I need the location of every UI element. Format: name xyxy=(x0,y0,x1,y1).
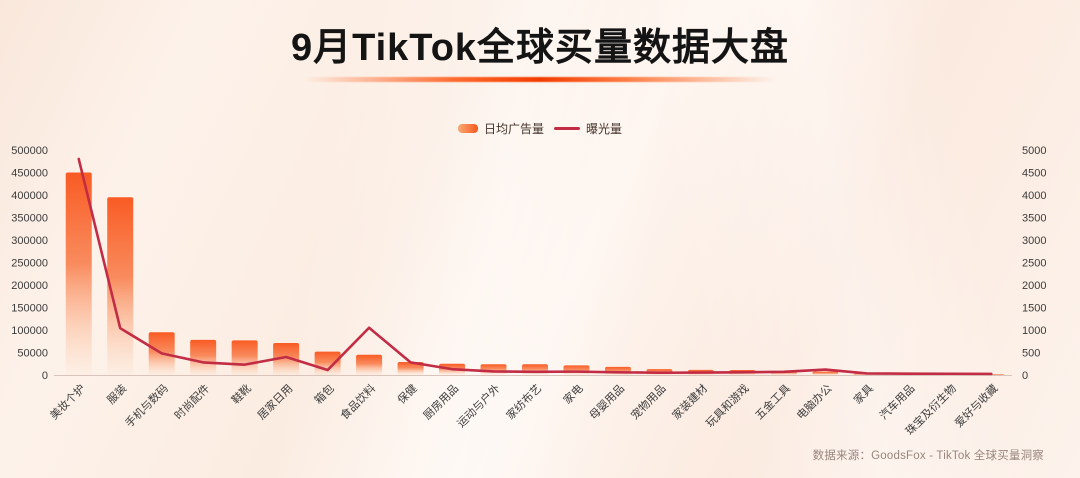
svg-text:200000: 200000 xyxy=(11,280,48,292)
exposure-line[interactable] xyxy=(77,157,993,376)
category-label: 家电 xyxy=(560,381,585,406)
category-label: 五金工具 xyxy=(752,381,793,422)
bar-series[interactable] xyxy=(65,172,1005,376)
svg-text:500: 500 xyxy=(1022,348,1040,360)
bar-series-swatch-icon xyxy=(457,124,478,133)
bar[interactable] xyxy=(231,340,258,375)
svg-text:0: 0 xyxy=(42,370,48,382)
bar[interactable] xyxy=(356,354,383,375)
category-label: 家纺布艺 xyxy=(503,381,544,422)
right-axis-labels: 0 500 1000 1500 2000 2500 3000 3500 4000 4500 5000 xyxy=(1022,145,1046,382)
svg-text:150000: 150000 xyxy=(11,303,48,315)
svg-text:2000: 2000 xyxy=(1022,280,1046,292)
bar[interactable] xyxy=(522,364,548,375)
bar[interactable] xyxy=(812,371,839,375)
category-label: 玩具和游戏 xyxy=(703,382,751,430)
category-label: 保健 xyxy=(394,381,419,406)
svg-text:3500: 3500 xyxy=(1022,213,1046,225)
svg-text:100000: 100000 xyxy=(11,325,48,337)
legend-item-exposure[interactable]: 曝光量 xyxy=(554,120,622,137)
bar[interactable] xyxy=(107,197,134,375)
category-label: 美妆个护 xyxy=(47,381,88,422)
bar[interactable] xyxy=(314,351,341,375)
svg-text:4500: 4500 xyxy=(1022,168,1046,180)
data-source-note: 数据来源：GoodsFox - TikTok 全球买量洞察 xyxy=(812,450,1044,462)
category-label: 食品饮料 xyxy=(337,381,378,422)
page-title: 9月TikTok全球买量数据大盘 xyxy=(290,27,790,69)
bar[interactable] xyxy=(563,365,590,375)
category-label: 手机与数码 xyxy=(122,381,171,430)
category-label: 运动与户外 xyxy=(454,381,503,430)
category-label: 宠物用品 xyxy=(628,381,669,422)
svg-text:3000: 3000 xyxy=(1022,235,1046,247)
svg-text:1000: 1000 xyxy=(1022,325,1046,337)
category-label: 爱好与收藏 xyxy=(952,381,1001,430)
svg-text:350000: 350000 xyxy=(11,213,48,225)
legend-item-daily-ads[interactable]: 日均广告量 xyxy=(457,120,544,137)
category-label: 汽车用品 xyxy=(876,381,917,422)
title-underline-decoration xyxy=(304,77,776,83)
category-label: 居家日用 xyxy=(254,381,295,422)
svg-text:4000: 4000 xyxy=(1022,190,1046,202)
legend-line-label: 曝光量 xyxy=(586,122,623,136)
bar[interactable] xyxy=(480,364,507,375)
category-label: 时尚配件 xyxy=(171,381,212,422)
bar[interactable] xyxy=(190,339,217,375)
bar[interactable] xyxy=(65,172,92,376)
svg-text:0: 0 xyxy=(1022,370,1028,382)
bar[interactable] xyxy=(397,361,424,375)
left-axis-labels: 0 50000 100000 150000 200000 250000 300000 3500… xyxy=(11,145,48,382)
category-label: 家装建材 xyxy=(669,381,710,422)
svg-text:400000: 400000 xyxy=(11,190,48,202)
svg-text:1500: 1500 xyxy=(1022,303,1046,315)
category-label: 母婴用品 xyxy=(587,382,627,422)
svg-text:300000: 300000 xyxy=(11,235,48,247)
svg-text:250000: 250000 xyxy=(11,258,48,270)
legend-bar-label: 日均广告量 xyxy=(483,122,544,136)
line-series-swatch-icon xyxy=(554,127,580,130)
svg-text:50000: 50000 xyxy=(17,348,48,360)
chart-legend: 日均广告量 曝光量 xyxy=(0,120,1080,137)
category-label: 服装 xyxy=(105,382,130,407)
category-label: 箱包 xyxy=(311,381,336,406)
category-label: 家具 xyxy=(850,381,875,406)
header: 9月TikTok全球买量数据大盘 xyxy=(0,24,1080,83)
category-label: 鞋靴 xyxy=(228,381,253,406)
svg-text:5000: 5000 xyxy=(1022,145,1046,157)
svg-text:2500: 2500 xyxy=(1022,258,1046,270)
category-label: 电脑办公 xyxy=(794,382,834,422)
svg-text:500000: 500000 xyxy=(11,145,48,157)
svg-text:450000: 450000 xyxy=(11,168,48,180)
bar[interactable] xyxy=(273,343,300,375)
category-label: 厨房用品 xyxy=(421,382,461,422)
